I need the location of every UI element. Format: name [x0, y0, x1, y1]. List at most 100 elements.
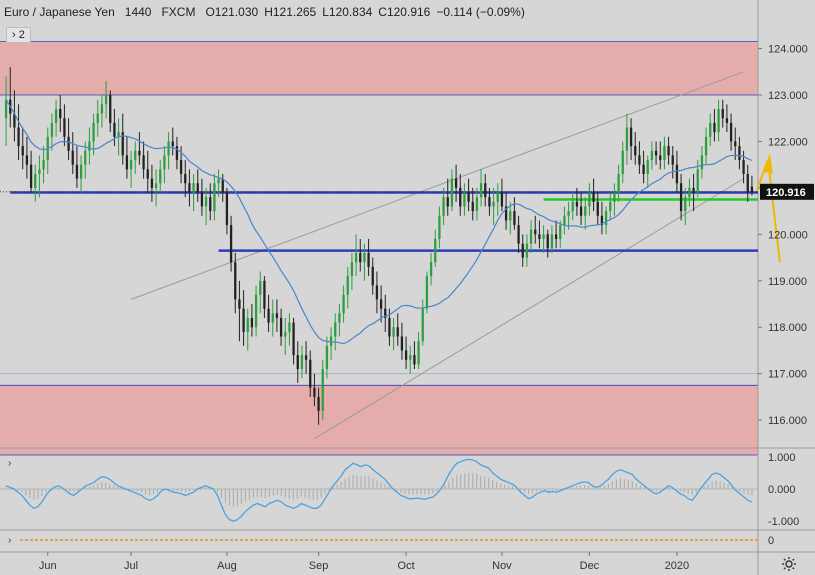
- candle-body: [309, 359, 312, 388]
- volume-expand-button[interactable]: ›: [8, 535, 11, 546]
- candle: [417, 331, 420, 370]
- trend-line[interactable]: [130, 71, 744, 300]
- candle: [354, 234, 358, 277]
- price-axis[interactable]: 124.000123.000122.000121.000120.000119.0…: [758, 44, 814, 547]
- candle-body: [438, 215, 441, 239]
- candle: [296, 341, 299, 383]
- candle: [688, 178, 691, 207]
- candle-body: [725, 118, 729, 123]
- candle: [434, 229, 437, 267]
- candle: [371, 257, 374, 295]
- candle: [546, 229, 549, 258]
- candle: [21, 127, 24, 170]
- candle-body: [209, 197, 212, 212]
- candle: [279, 308, 283, 346]
- candle: [592, 178, 595, 212]
- trend-lines[interactable]: [130, 71, 744, 440]
- forecast-arrow[interactable]: [755, 153, 781, 263]
- candle-body: [325, 345, 329, 370]
- candle: [167, 132, 170, 170]
- chevron-right-icon: ›: [12, 29, 16, 41]
- candle: [321, 359, 324, 421]
- candle: [525, 234, 529, 267]
- candle: [379, 285, 383, 323]
- candle-body: [479, 183, 483, 198]
- candle-body: [692, 187, 695, 193]
- candle: [471, 187, 474, 221]
- candle-body: [746, 173, 749, 193]
- candle-body: [450, 178, 454, 207]
- candle-body: [88, 141, 91, 151]
- candle-body: [242, 308, 245, 332]
- candle: [725, 104, 729, 133]
- candle: [4, 76, 8, 147]
- candle-body: [638, 155, 641, 165]
- candle: [600, 201, 604, 235]
- candle: [588, 183, 591, 216]
- oscillator-expand-button[interactable]: ›: [8, 458, 11, 469]
- candle-body: [704, 136, 708, 156]
- candle-body: [117, 132, 120, 137]
- candle: [367, 239, 370, 277]
- candle: [538, 220, 541, 249]
- candle: [709, 113, 712, 147]
- y-tick-label: 124.000: [768, 44, 808, 56]
- arrow-down-line[interactable]: [766, 159, 781, 263]
- collapse-indicators-button[interactable]: › 2: [6, 27, 31, 43]
- candle-body: [213, 183, 216, 212]
- candle-body: [471, 201, 474, 212]
- candle-body: [538, 234, 541, 239]
- y-tick-label: 122.000: [768, 136, 808, 148]
- candle: [204, 187, 208, 226]
- symbol-name[interactable]: Euro / Japanese Yen: [4, 5, 115, 19]
- candle: [596, 192, 599, 226]
- candle: [163, 146, 166, 184]
- candle-body: [717, 108, 720, 133]
- candle-body: [459, 187, 462, 207]
- candle-body: [54, 108, 58, 123]
- candle: [325, 336, 329, 379]
- candle-body: [296, 355, 299, 370]
- trend-line[interactable]: [314, 178, 744, 440]
- candle-body: [367, 252, 370, 267]
- horizontal-levels[interactable]: [0, 191, 758, 252]
- candle-body: [225, 192, 229, 226]
- candle-body: [579, 206, 583, 216]
- candle: [529, 220, 533, 253]
- candle-body: [129, 160, 133, 170]
- x-tick-label: Sep: [309, 560, 329, 572]
- candle: [575, 187, 579, 216]
- candle-body: [584, 206, 587, 216]
- gear-icon[interactable]: [781, 556, 797, 572]
- time-axis[interactable]: Jun Jul Aug Sep Oct Nov Dec 2020: [39, 552, 689, 572]
- candle: [667, 136, 670, 165]
- interval[interactable]: 1440: [124, 5, 152, 19]
- y-tick-label: 123.000: [768, 90, 808, 102]
- candle: [284, 317, 287, 356]
- candle-body: [71, 150, 74, 165]
- candle: [129, 150, 133, 188]
- candle: [459, 173, 462, 216]
- candle: [634, 132, 637, 165]
- candle-body: [350, 262, 354, 277]
- candle-body: [621, 150, 624, 174]
- change-value: −0.114 (−0.09%): [436, 5, 525, 19]
- candle-body: [342, 294, 345, 314]
- candle: [746, 164, 749, 202]
- candle: [221, 173, 224, 202]
- candle: [109, 90, 112, 133]
- candle: [413, 341, 416, 370]
- candle-body: [292, 322, 295, 356]
- candle-body: [684, 197, 687, 212]
- candle-body: [375, 285, 379, 300]
- candle: [492, 187, 495, 226]
- candle-body: [609, 201, 612, 212]
- open-value: O121.030: [205, 5, 259, 19]
- y-tick-label: 118.000: [768, 322, 807, 334]
- candle: [675, 150, 679, 193]
- candle: [34, 164, 37, 202]
- candle-body: [521, 243, 524, 258]
- candle-body: [696, 169, 699, 193]
